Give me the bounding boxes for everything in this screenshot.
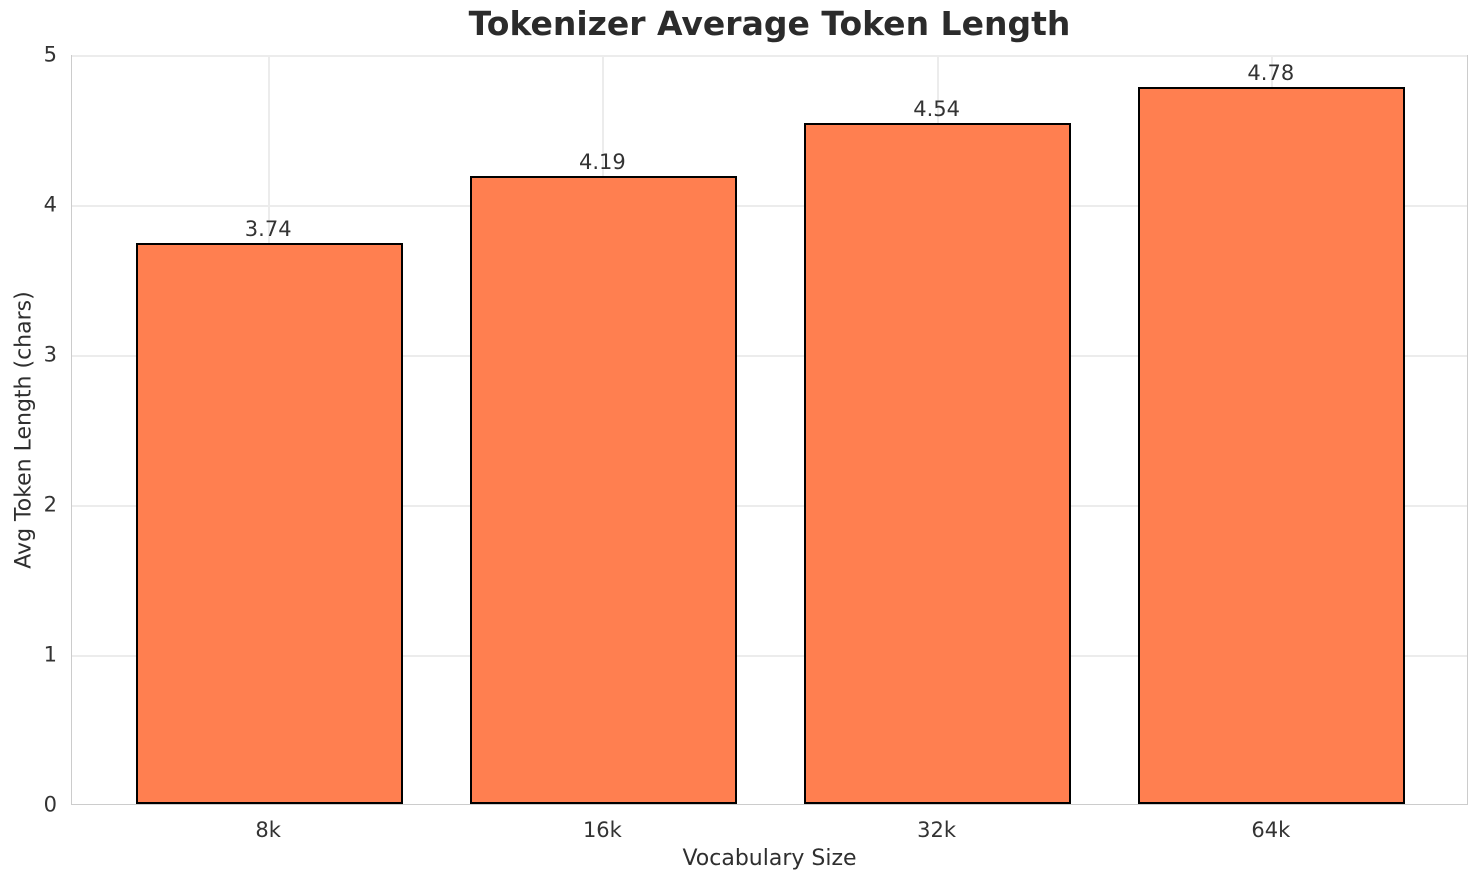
bar-32k [803, 123, 1072, 804]
y-tick-label: 2 [43, 492, 57, 517]
y-tick-label: 1 [43, 642, 57, 667]
x-tick-label-32k: 32k [917, 818, 957, 842]
h-gridline [72, 205, 1467, 207]
bar-value-label-32k: 4.54 [913, 97, 960, 121]
bar-16k [469, 175, 738, 804]
x-axis-label: Vocabulary Size [682, 846, 857, 871]
bar-64k [1138, 87, 1406, 804]
h-gridline [72, 355, 1467, 357]
x-tick-label-16k: 16k [582, 818, 622, 842]
chart-title: Tokenizer Average Token Length [468, 4, 1071, 43]
h-gridline [72, 55, 1467, 57]
x-tick-label-8k: 8k [255, 818, 281, 842]
plot-area [71, 55, 1468, 805]
bar-value-label-64k: 4.78 [1247, 61, 1295, 85]
y-axis-label: Avg Token Length (chars) [11, 291, 37, 569]
y-tick-label: 3 [43, 342, 57, 367]
y-tick-label: 4 [43, 192, 57, 217]
bar-value-label-16k: 4.19 [579, 149, 626, 174]
bar-8k [135, 243, 403, 804]
y-tick-label: 5 [43, 42, 57, 67]
x-tick-label-64k: 64k [1251, 818, 1291, 842]
bar-value-label-8k: 3.74 [244, 217, 292, 241]
y-tick-label: 0 [43, 792, 57, 817]
h-gridline [72, 655, 1467, 657]
h-gridline [72, 505, 1467, 507]
